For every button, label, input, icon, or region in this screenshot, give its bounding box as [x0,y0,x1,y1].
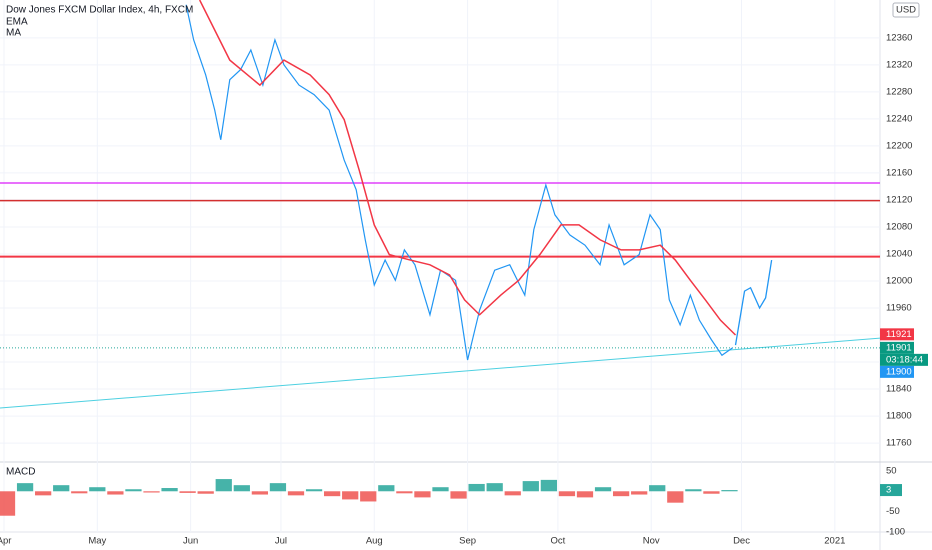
macd-bar [594,487,612,492]
price-label: 11901 [886,342,912,353]
macd-bar [251,491,269,495]
y-tick-label: 12040 [886,248,912,259]
macd-bar [540,479,557,492]
macd-title: MACD [6,467,35,478]
macd-bar [432,487,449,492]
series-line [185,4,733,361]
macd-bar [287,491,305,496]
countdown: 03:18:44 [886,354,923,365]
macd-bar [323,491,341,497]
price-label-box [880,365,914,378]
macd-bar [53,485,70,492]
macd-bar [71,491,88,494]
series-line [199,0,737,336]
y-tick-label: 12280 [886,86,912,97]
macd-bar [721,490,738,492]
macd-bar [215,479,232,492]
projection-line [734,259,773,346]
y-tick-label: 11840 [886,384,912,395]
x-tick-label: Dec [733,536,750,547]
y-tick-label: 11760 [886,438,912,449]
macd-bar [504,491,521,496]
x-tick-label: Oct [551,536,566,547]
x-tick-label: May [88,536,106,547]
macd-bar [468,483,485,492]
x-tick-label: Nov [643,536,660,547]
macd-bar [197,491,214,494]
macd-bar [631,491,648,495]
y-tick-label: 12000 [886,275,912,286]
currency[interactable]: USD [896,5,916,16]
macd-bar [89,487,106,492]
macd-value: 3 [886,485,891,496]
chart-title: Dow Jones FXCM Dollar Index, 4h, FXCM [6,5,193,16]
y-tick-label: 12360 [886,32,912,43]
macd-bar [269,483,287,492]
macd-bar [360,491,377,502]
macd-bar [612,491,630,497]
y-tick-label: 12200 [886,140,912,151]
price-label: 11900 [886,366,912,377]
macd-bar [342,491,359,500]
macd-bar [667,491,684,503]
countdown-box [880,353,928,366]
x-tick-label: 2021 [824,536,845,547]
macd-bar [143,491,160,493]
y-tick-label: -100 [886,527,905,538]
macd-bar [125,489,142,492]
macd-bar [107,491,124,495]
macd-bar [522,481,539,492]
macd-bar [305,489,323,492]
x-tick-label: Jul [275,536,287,547]
x-tick-label: Apr [0,536,11,547]
macd-bar [0,491,16,516]
y-tick-label: 12120 [886,194,912,205]
trendline [0,337,880,409]
macd-bar [576,491,594,498]
macd-bar [450,491,467,499]
y-tick-label: 12240 [886,113,912,124]
legend-entry: MA [6,28,21,39]
y-tick-label: 50 [886,465,897,476]
x-tick-label: Aug [366,536,383,547]
price-label-box [880,328,914,341]
y-tick-label: 11800 [886,411,912,422]
macd-bar [233,485,250,492]
y-tick-label: 12080 [886,221,912,232]
macd-bar [161,488,178,492]
axes: Apr May Jun Jul Aug Sep Oct Nov Dec 2021 11760 1180… [0,32,928,547]
macd-bar [558,491,576,497]
y-tick-label: 11960 [886,303,912,314]
y-tick-label: 12160 [886,167,912,178]
macd-pane [0,479,738,516]
macd-bar [414,491,431,498]
macd-bar [649,485,666,492]
price-label: 11921 [886,329,912,340]
macd-bar [35,491,52,496]
macd-bar [179,491,196,493]
macd-bar [396,491,413,494]
price-label-box [880,341,914,354]
macd-bar [703,491,720,494]
x-tick-label: Jun [183,536,198,547]
main-pane [0,0,880,409]
y-tick-label: -50 [886,506,900,517]
macd-bar [16,483,34,492]
y-tick-label: 12320 [886,59,912,70]
macd-value-box [880,484,902,497]
x-tick-label: Sep [459,536,476,547]
macd-bar [685,489,702,492]
legend-entry: EMA [6,17,28,28]
macd-bar [378,485,395,492]
macd-bar [486,483,503,492]
currency-box[interactable] [892,2,920,18]
